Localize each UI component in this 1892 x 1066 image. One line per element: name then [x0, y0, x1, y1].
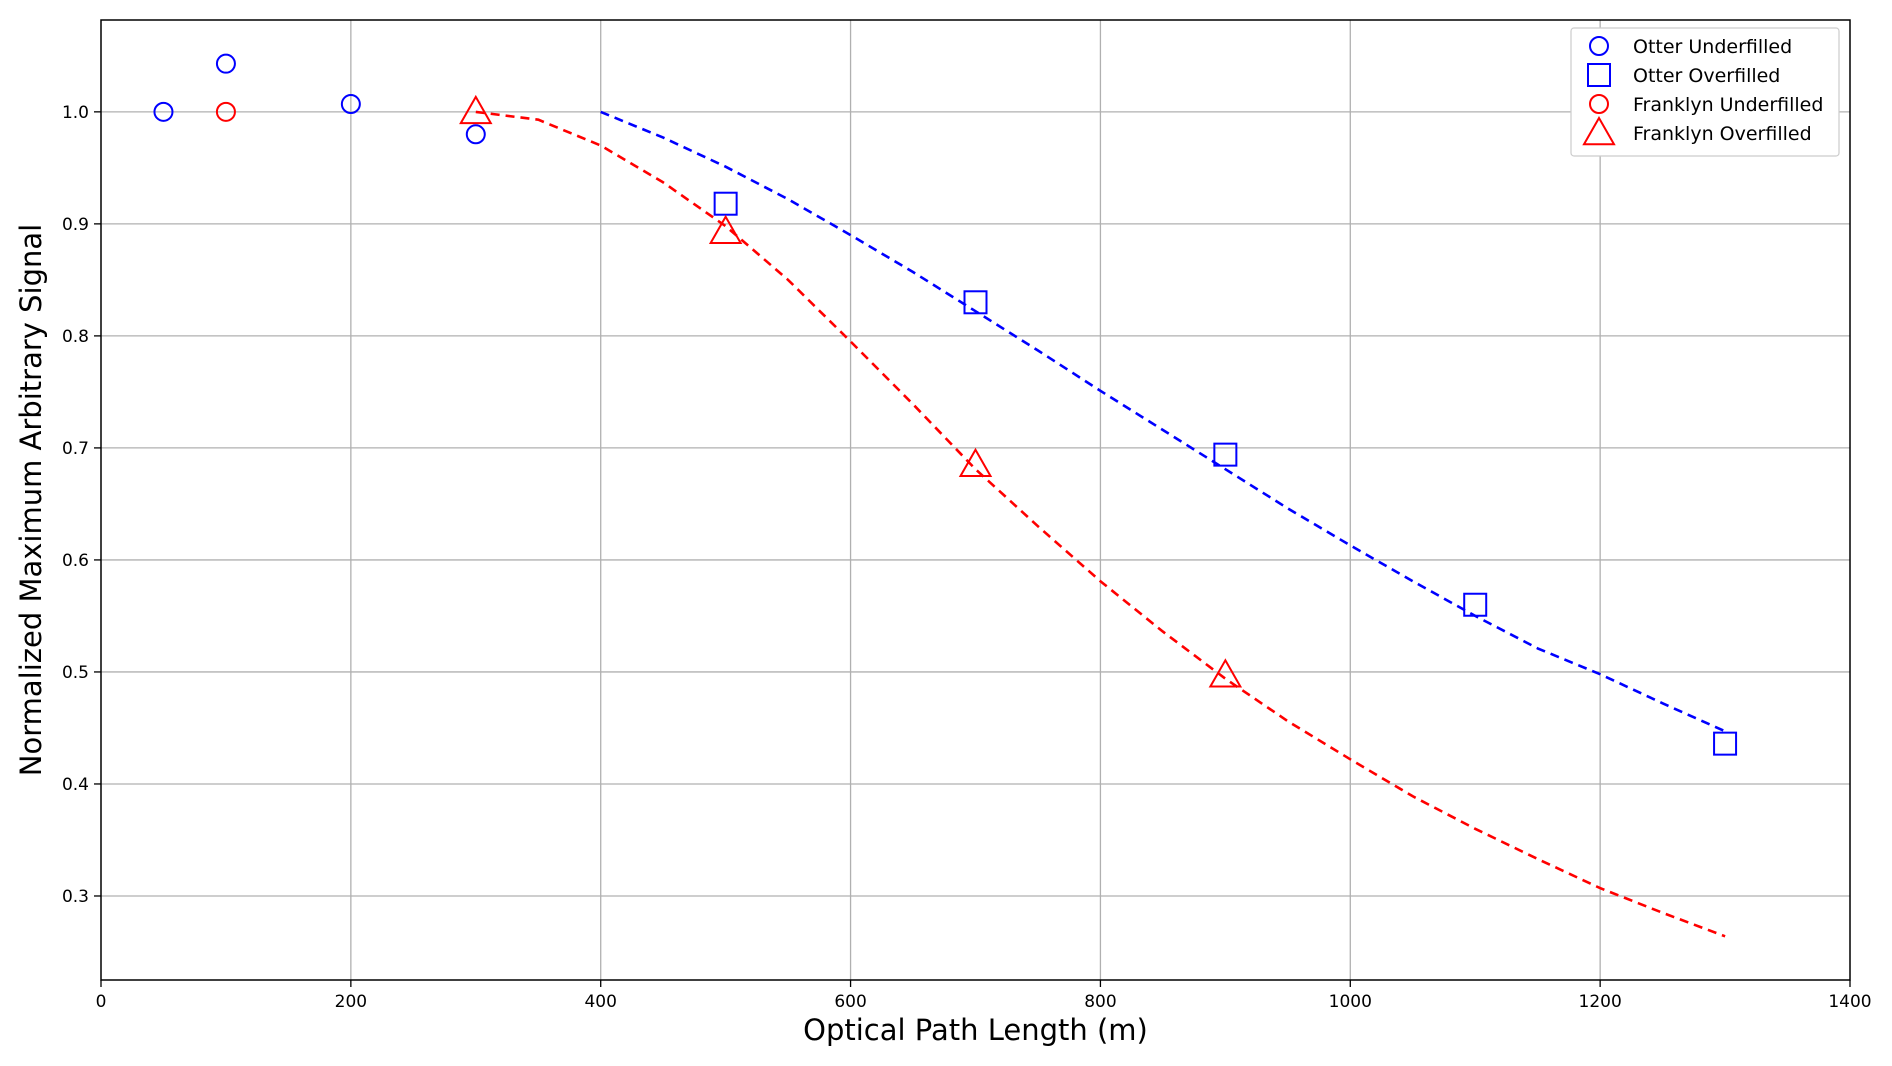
y-tick-label: 0.7: [62, 439, 89, 459]
x-tick-label: 0: [96, 992, 107, 1012]
y-axis-ticks: 0.3 0.4 0.5 0.6 0.7 0.8 0.9 1.0: [62, 103, 101, 907]
data-point-series-1: [963, 290, 988, 315]
data-point-series-1: [1713, 731, 1738, 756]
legend-label: Franklyn Underfilled: [1633, 94, 1823, 116]
plot-frame: [100, 19, 1851, 981]
legend: Otter Underfilled Otter Overfilled Frankly…: [1570, 27, 1840, 157]
data-point-series-1: [1213, 442, 1238, 467]
y-axis-label: Normalized Maximum Arbitrary Signal: [14, 224, 48, 776]
data-point-series-3: [459, 94, 493, 125]
data-point-series-2: [215, 101, 236, 122]
legend-marker-0: [1589, 36, 1609, 56]
legend-label: Otter Underfilled: [1633, 36, 1792, 58]
data-point-series-1: [1463, 592, 1488, 617]
y-tick-label: 0.3: [62, 887, 89, 907]
y-tick-label: 0.8: [62, 327, 89, 347]
data-point-series-0: [340, 94, 361, 115]
y-tick-label: 0.6: [62, 551, 89, 571]
y-tick-label: 0.5: [62, 663, 89, 683]
data-markers: [153, 53, 1738, 756]
x-tick-label: 600: [834, 992, 866, 1012]
y-tick-label: 0.4: [62, 775, 89, 795]
x-tick-label: 1000: [1329, 992, 1372, 1012]
legend-label: Franklyn Overfilled: [1633, 123, 1812, 145]
legend-box: [1570, 27, 1840, 157]
legend-marker-3: [1582, 115, 1616, 146]
data-point-series-0: [215, 53, 236, 74]
data-point-series-3: [1208, 658, 1243, 688]
x-tick-label: 1400: [1828, 992, 1871, 1012]
fit-curve-0: [600, 110, 1726, 733]
data-point-series-3: [958, 447, 993, 477]
x-tick-label: 400: [584, 992, 616, 1012]
legend-marker-1: [1587, 63, 1611, 87]
x-axis-ticks: 0 200 400 600 800 1000 1200 1400: [96, 980, 1872, 1012]
fit-curves: [475, 110, 1726, 938]
x-tick-label: 800: [1084, 992, 1116, 1012]
y-tick-label: 0.9: [62, 215, 89, 235]
data-point-series-0: [153, 101, 174, 122]
plot-area: [100, 19, 1851, 981]
x-tick-label: 1200: [1579, 992, 1622, 1012]
legend-label: Otter Overfilled: [1633, 65, 1780, 87]
x-axis-label: Optical Path Length (m): [803, 1013, 1148, 1047]
data-point-series-0: [465, 124, 486, 145]
y-tick-label: 1.0: [62, 103, 89, 123]
grid-lines: [101, 20, 1850, 980]
fit-curve-1: [475, 110, 1726, 938]
data-point-series-3: [708, 214, 743, 244]
legend-marker-2: [1589, 94, 1609, 114]
x-tick-label: 200: [335, 992, 367, 1012]
